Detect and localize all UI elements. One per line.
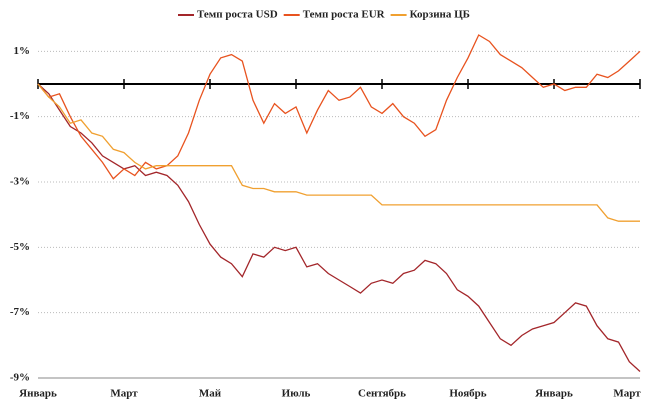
legend-label: Темп роста EUR — [303, 9, 386, 21]
y-tick-label: 1% — [14, 45, 31, 57]
series-line — [37, 83, 640, 222]
x-tick-label: Май — [199, 388, 222, 400]
x-tick-label: Январь — [19, 388, 57, 400]
y-tick-label: -3% — [10, 176, 30, 188]
y-tick-label: -5% — [10, 241, 30, 253]
x-tick-label: Ноябрь — [449, 388, 486, 400]
x-tick-label: Март — [613, 388, 641, 400]
x-tick-label: Сентябрь — [358, 388, 406, 400]
series-line — [37, 83, 641, 372]
x-tick-label: Январь — [535, 388, 573, 400]
legend-label: Корзина ЦБ — [410, 9, 470, 21]
legend-label: Темп роста USD — [197, 9, 278, 21]
series-line — [37, 34, 641, 180]
x-tick-label: Март — [110, 388, 138, 400]
y-tick-label: -1% — [10, 110, 30, 122]
y-tick-label: -7% — [10, 306, 30, 318]
x-tick-label: Июль — [282, 388, 311, 400]
y-tick-label: -9% — [10, 372, 30, 384]
